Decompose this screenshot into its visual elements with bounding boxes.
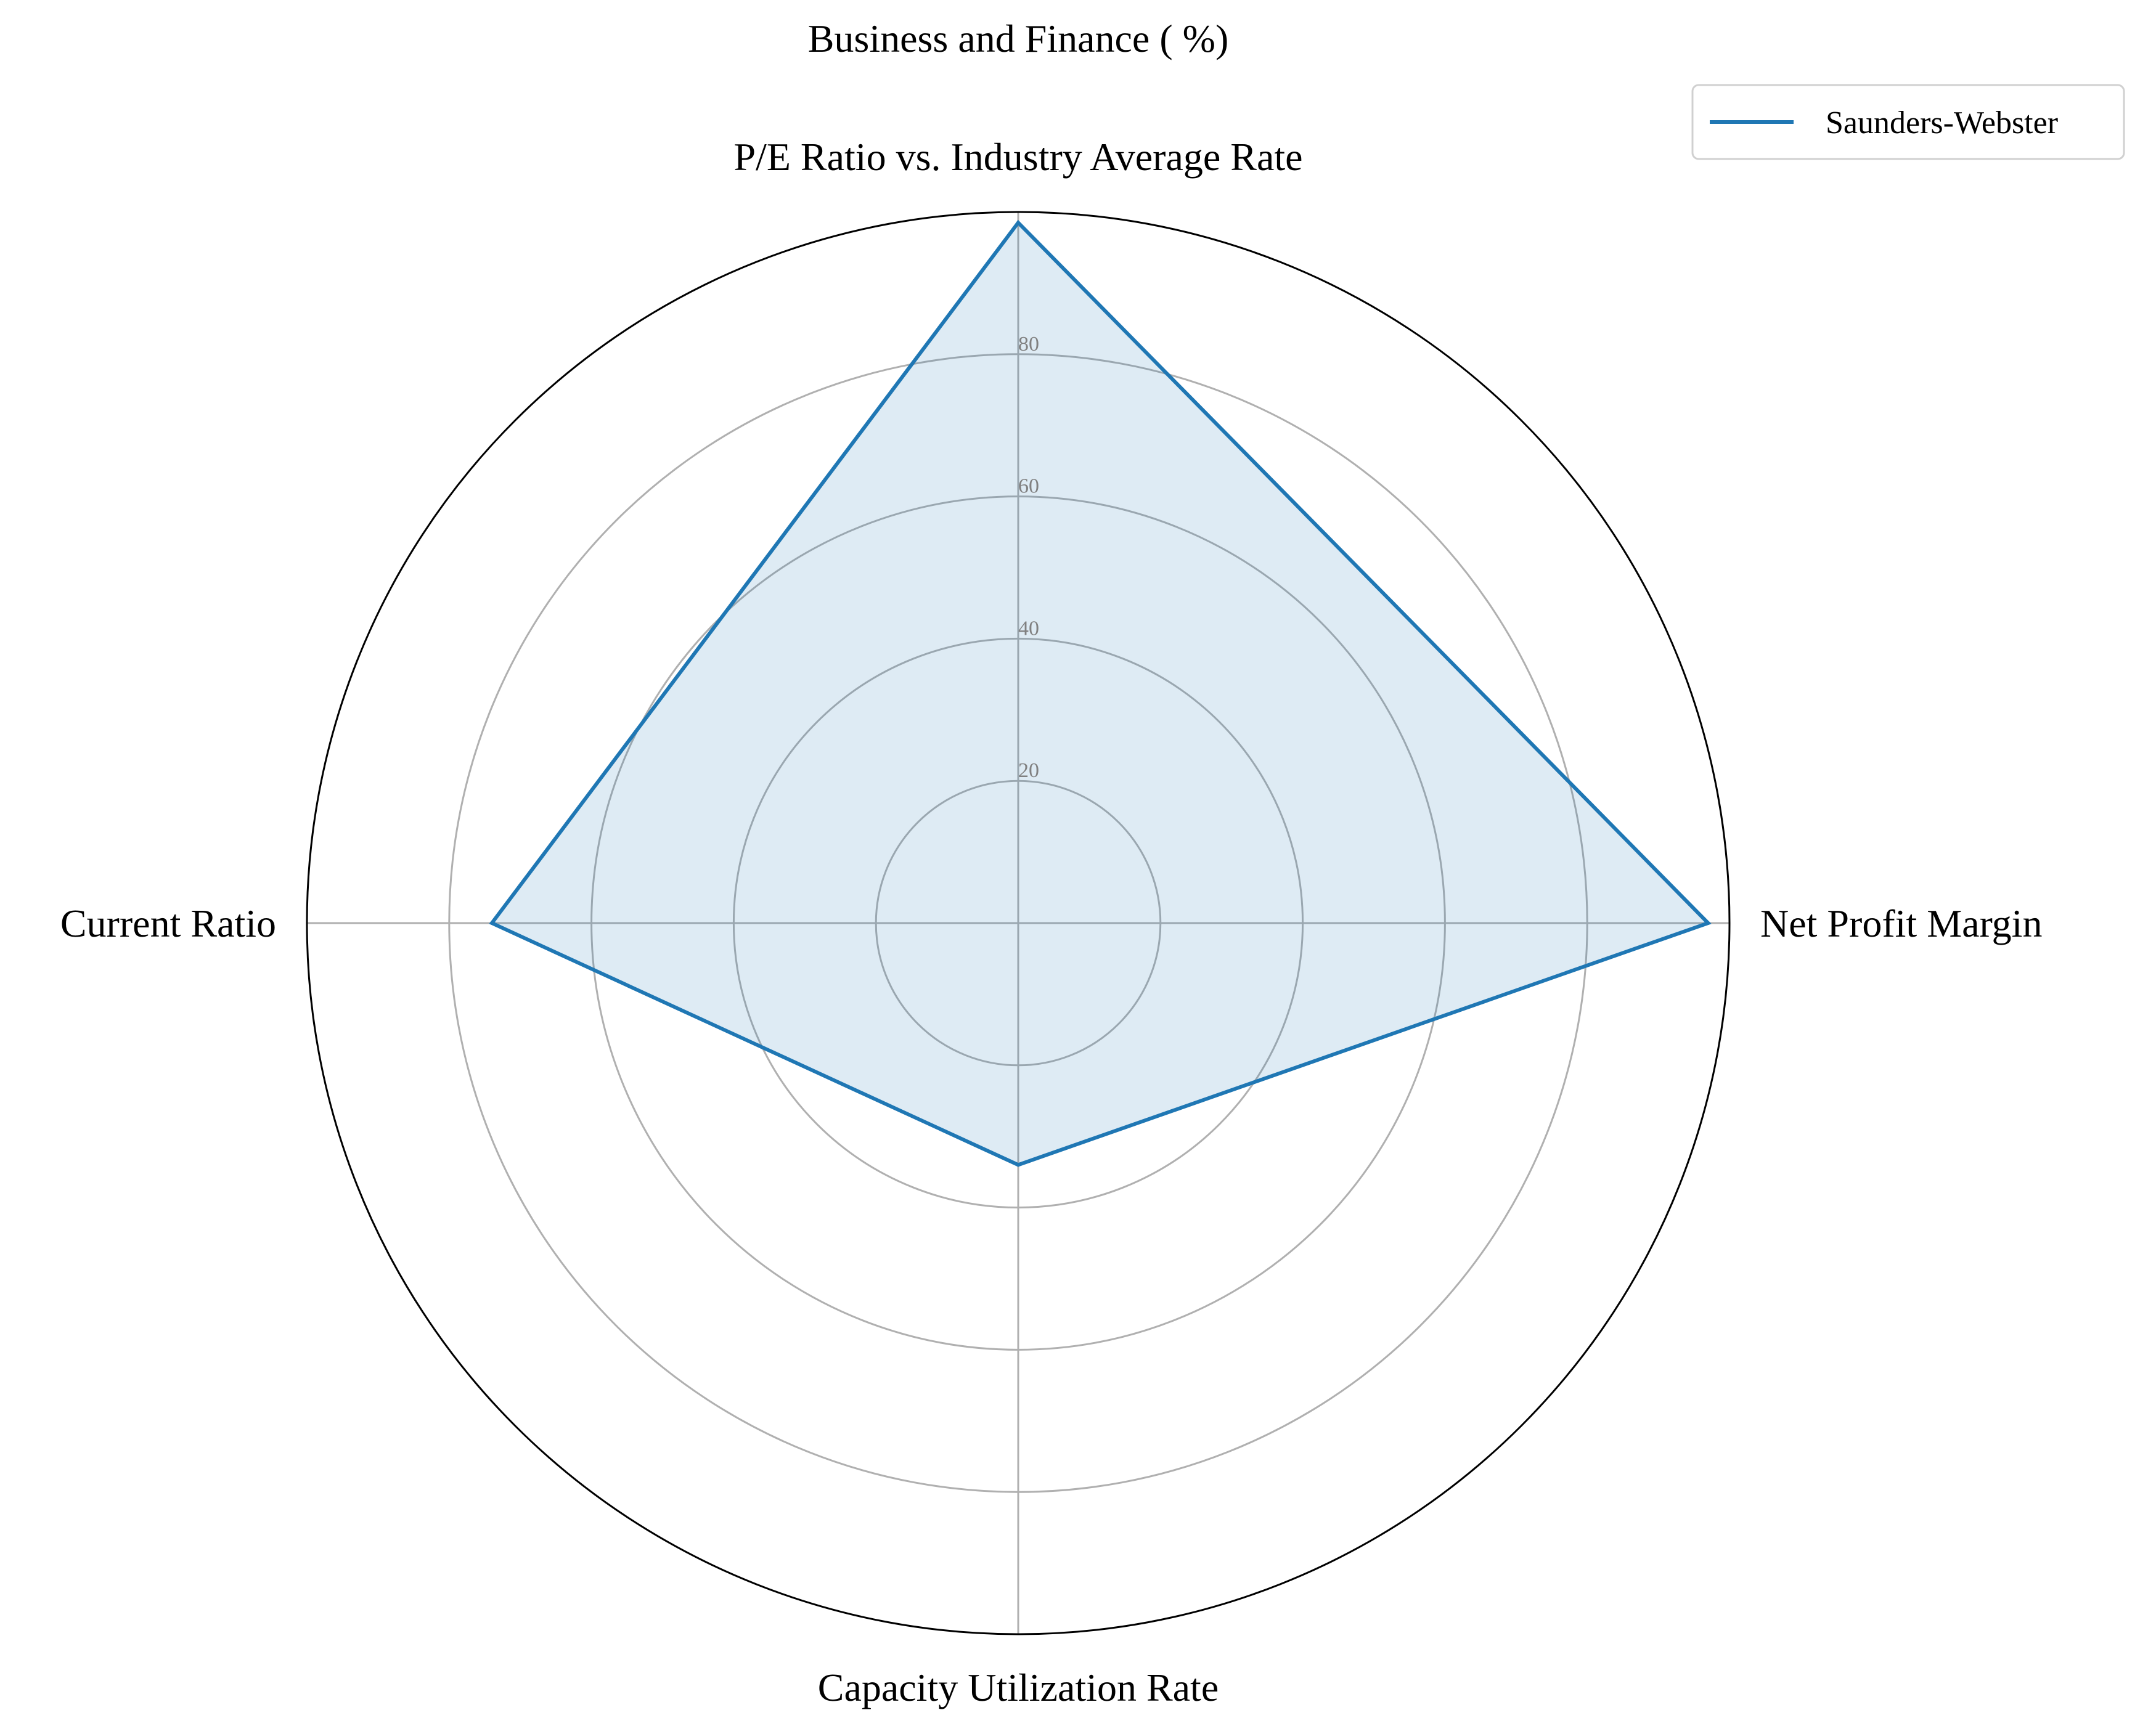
- data-point-0-1: [1706, 921, 1710, 925]
- category-labels: P/E Ratio vs. Industry Average Rate Net P…: [60, 135, 2043, 1709]
- data-point-0-0: [1016, 221, 1020, 225]
- category-label-0: P/E Ratio vs. Industry Average Rate: [733, 135, 1302, 179]
- legend-frame: [1691, 84, 2125, 160]
- radial-tick-label-60: 60: [1018, 475, 1039, 498]
- radial-tick-labels: 20 40 60 80: [1018, 333, 1039, 782]
- legend: Saunders-Webster: [1691, 84, 2125, 160]
- category-label-2: Capacity Utilization Rate: [818, 1666, 1219, 1709]
- radial-tick-label-80: 80: [1018, 333, 1039, 356]
- category-label-1: Net Profit Margin: [1760, 902, 2042, 945]
- series-area-0: [492, 222, 1709, 1165]
- data-point-0-3: [490, 921, 494, 925]
- radial-tick-label-20: 20: [1018, 759, 1039, 782]
- data-point-0-2: [1016, 1163, 1020, 1167]
- outer-frame: [306, 211, 1731, 1635]
- radial-grid: [306, 211, 1731, 1635]
- chart-title: Business and Finance ( %): [808, 17, 1229, 60]
- series-layer: [489, 219, 1712, 1167]
- category-label-3: Current Ratio: [60, 902, 276, 945]
- legend-label: Saunders-Webster: [1826, 105, 2058, 140]
- radial-tick-label-40: 40: [1018, 617, 1039, 640]
